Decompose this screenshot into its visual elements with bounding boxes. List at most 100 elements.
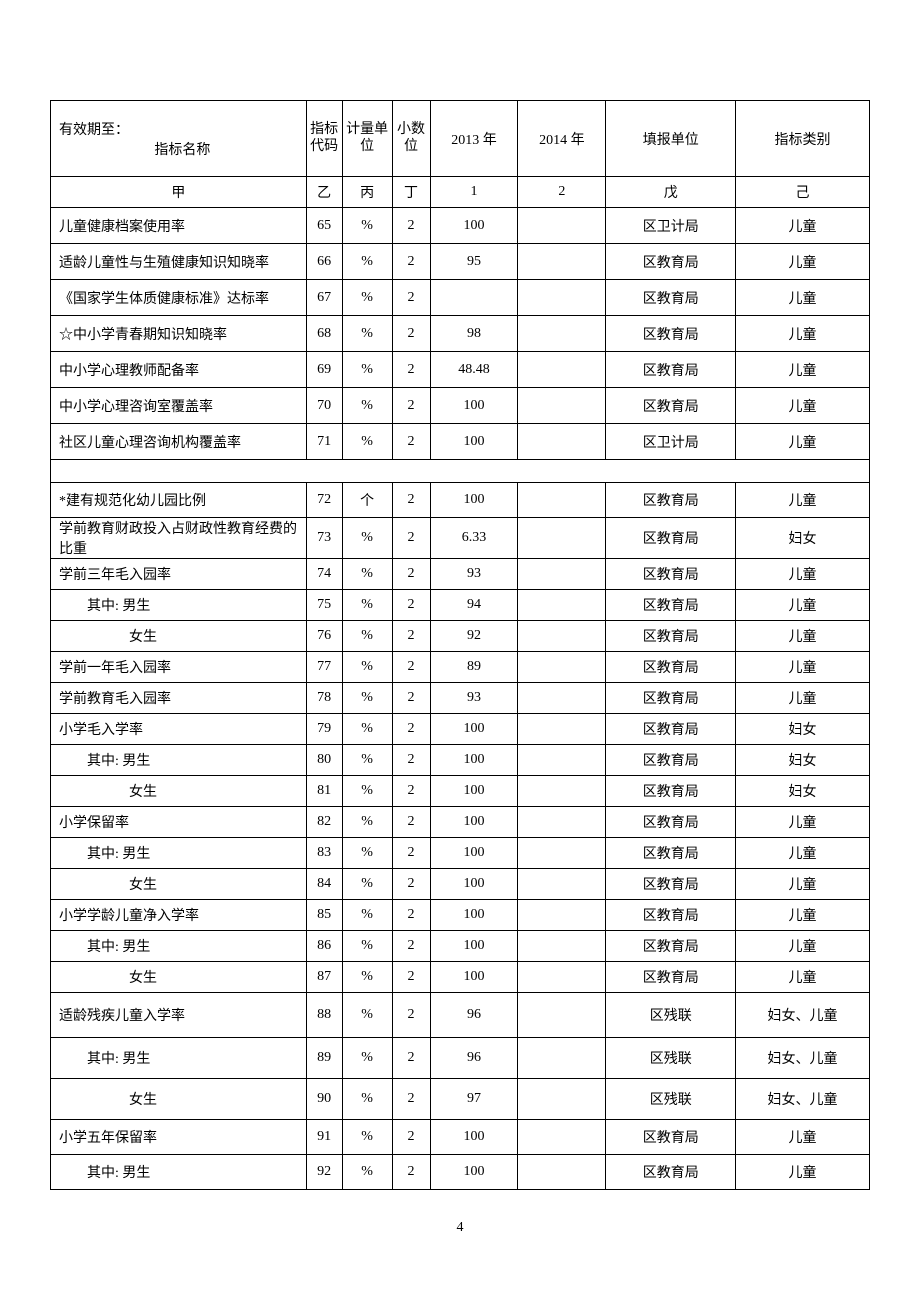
cell-dec: 2 — [392, 316, 430, 352]
cell-name: 中小学心理咨询室覆盖率 — [51, 388, 307, 424]
table-row: 小学学龄儿童净入学率85%2100区教育局儿童 — [51, 900, 870, 931]
document-page: 有效期至： 指标名称 指标代码 计量单位 小数位 2013 年 2014 年 填… — [0, 0, 920, 1236]
cell-dept: 区教育局 — [606, 316, 736, 352]
cell-y1: 100 — [430, 838, 518, 869]
cell-code: 91 — [306, 1120, 342, 1155]
cell-y2 — [518, 244, 606, 280]
table-row: 其中: 男生75%294区教育局儿童 — [51, 590, 870, 621]
cell-unit: % — [342, 745, 392, 776]
cell-name: 小学毛入学率 — [51, 714, 307, 745]
header-name-cell: 有效期至： 指标名称 — [51, 101, 307, 177]
data-table: 有效期至： 指标名称 指标代码 计量单位 小数位 2013 年 2014 年 填… — [50, 100, 870, 1190]
cell-name: 其中: 男生 — [51, 745, 307, 776]
cell-y1: 96 — [430, 1038, 518, 1079]
table-row: 其中: 男生86%2100区教育局儿童 — [51, 931, 870, 962]
cell-unit: % — [342, 208, 392, 244]
table-row: 女生84%2100区教育局儿童 — [51, 869, 870, 900]
cell-unit: % — [342, 1038, 392, 1079]
cell-y2 — [518, 621, 606, 652]
cell-y1: 89 — [430, 652, 518, 683]
table-row: 学前教育毛入园率78%293区教育局儿童 — [51, 683, 870, 714]
cell-code: 89 — [306, 1038, 342, 1079]
cell-name: 其中: 男生 — [51, 838, 307, 869]
cell-dept: 区教育局 — [606, 483, 736, 518]
cell-y2 — [518, 714, 606, 745]
cell-name: 学前一年毛入园率 — [51, 652, 307, 683]
spacer-cell — [51, 460, 870, 483]
cell-unit: % — [342, 993, 392, 1038]
cell-dec: 2 — [392, 244, 430, 280]
cell-unit: % — [342, 352, 392, 388]
cell-y1: 97 — [430, 1079, 518, 1120]
cell-code: 82 — [306, 807, 342, 838]
cell-y2 — [518, 993, 606, 1038]
cell-dept: 区教育局 — [606, 352, 736, 388]
cell-name: 适龄残疾儿童入学率 — [51, 993, 307, 1038]
cell-dept: 区教育局 — [606, 280, 736, 316]
cell-dept: 区教育局 — [606, 683, 736, 714]
cell-code: 70 — [306, 388, 342, 424]
table-row: 小学保留率82%2100区教育局儿童 — [51, 807, 870, 838]
table-row: 女生90%297区残联妇女、儿童 — [51, 1079, 870, 1120]
cell-unit: 个 — [342, 483, 392, 518]
cell-code: 79 — [306, 714, 342, 745]
table-row: 小学毛入学率79%2100区教育局妇女 — [51, 714, 870, 745]
cell-y2 — [518, 652, 606, 683]
cell-y2 — [518, 1120, 606, 1155]
cell-unit: % — [342, 424, 392, 460]
cell-y2 — [518, 518, 606, 559]
cell-dec: 2 — [392, 388, 430, 424]
subheader-cell: 丙 — [342, 177, 392, 208]
cell-unit: % — [342, 1155, 392, 1190]
cell-dec: 2 — [392, 483, 430, 518]
cell-cat: 儿童 — [736, 1120, 870, 1155]
cell-name: 其中: 男生 — [51, 1038, 307, 1079]
cell-unit: % — [342, 931, 392, 962]
cell-y2 — [518, 745, 606, 776]
cell-y1: 100 — [430, 208, 518, 244]
cell-name: 小学学龄儿童净入学率 — [51, 900, 307, 931]
cell-unit: % — [342, 776, 392, 807]
cell-code: 88 — [306, 993, 342, 1038]
cell-cat: 儿童 — [736, 683, 870, 714]
cell-dec: 2 — [392, 1038, 430, 1079]
cell-name: 女生 — [51, 869, 307, 900]
cell-cat: 妇女 — [736, 776, 870, 807]
table-row: 其中: 男生83%2100区教育局儿童 — [51, 838, 870, 869]
cell-cat: 儿童 — [736, 900, 870, 931]
cell-cat: 儿童 — [736, 1155, 870, 1190]
table-row: 女生81%2100区教育局妇女 — [51, 776, 870, 807]
cell-unit: % — [342, 807, 392, 838]
cell-dec: 2 — [392, 683, 430, 714]
cell-y2 — [518, 352, 606, 388]
cell-unit: % — [342, 590, 392, 621]
cell-cat: 儿童 — [736, 316, 870, 352]
cell-cat: 儿童 — [736, 962, 870, 993]
cell-dec: 2 — [392, 807, 430, 838]
cell-dept: 区教育局 — [606, 745, 736, 776]
cell-dept: 区教育局 — [606, 931, 736, 962]
table-row: 学前教育财政投入占财政性教育经费的比重73%26.33区教育局妇女 — [51, 518, 870, 559]
table-row: 社区儿童心理咨询机构覆盖率71%2100区卫计局儿童 — [51, 424, 870, 460]
unit-col-label: 计量单位 — [342, 101, 392, 177]
cell-unit: % — [342, 714, 392, 745]
cell-unit: % — [342, 683, 392, 714]
cell-y1: 100 — [430, 714, 518, 745]
cell-y2 — [518, 869, 606, 900]
cell-y2 — [518, 1155, 606, 1190]
table-row: 适龄残疾儿童入学率88%296区残联妇女、儿童 — [51, 993, 870, 1038]
cell-dept: 区教育局 — [606, 838, 736, 869]
table-row: ☆中小学青春期知识知晓率68%298区教育局儿童 — [51, 316, 870, 352]
cell-y1: 95 — [430, 244, 518, 280]
cell-code: 71 — [306, 424, 342, 460]
name-col-label: 指标名称 — [59, 139, 306, 159]
cell-name: 学前教育财政投入占财政性教育经费的比重 — [51, 518, 307, 559]
cell-dept: 区教育局 — [606, 621, 736, 652]
cell-y1: 100 — [430, 807, 518, 838]
cell-y1: 100 — [430, 1120, 518, 1155]
table-row: 其中: 男生80%2100区教育局妇女 — [51, 745, 870, 776]
cell-unit: % — [342, 900, 392, 931]
cell-y2 — [518, 316, 606, 352]
cell-name: 适龄儿童性与生殖健康知识知晓率 — [51, 244, 307, 280]
cell-dept: 区教育局 — [606, 590, 736, 621]
